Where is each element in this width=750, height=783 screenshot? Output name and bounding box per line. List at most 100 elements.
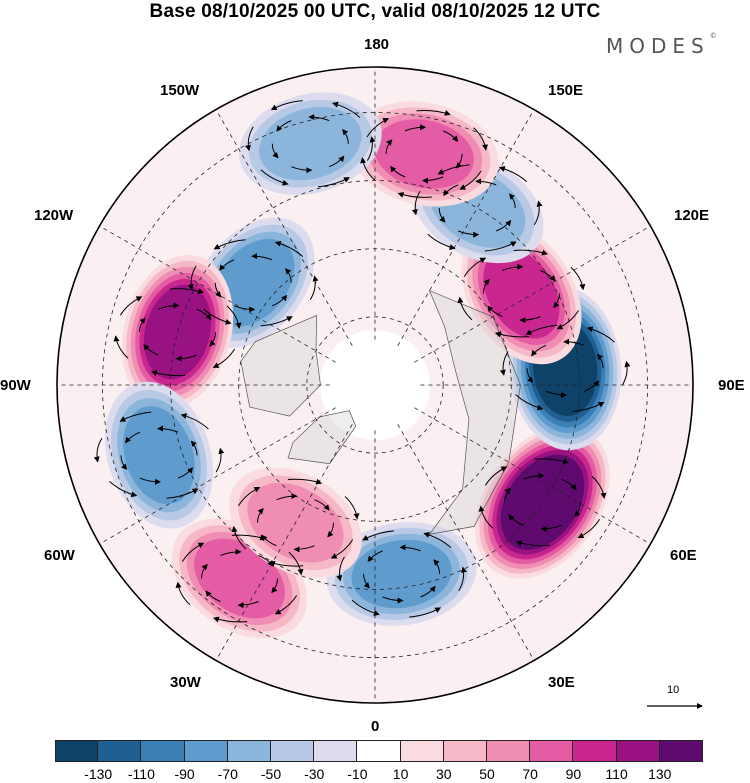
center-150e-negative-vector-1-2 [427,233,456,250]
center-160w-negative-vector-0-2 [291,166,313,174]
center-150e-negative-vector-1-5 [498,166,528,183]
center-135w-negative-vector-1-1 [260,316,293,327]
lon-label-60w: 60W [44,547,75,564]
colorbar-swatch-5 [271,740,315,762]
center-120e-positive-vector-1-1 [494,331,530,338]
center-105w-positive [121,254,234,410]
center-165e-positive-vector-0-4 [404,124,427,132]
colorbar [55,740,703,762]
center-120e-positive-vector-1-0 [556,310,579,330]
center-70w-negative-vector-0-1 [177,467,194,479]
colorbar-tick-label: -30 [304,766,325,782]
center-120e-positive-vector-0-0 [553,293,560,309]
center-105w-positive-vector-0-2 [143,344,159,356]
center-10e-negative-vector-1-5 [423,531,452,549]
center-70w-negative-vector-1-1 [166,488,199,499]
center-10e-negative-vector-1-4 [362,530,394,541]
colorbar-swatch-4 [227,740,271,762]
center-40w-positive-vector-0-4 [220,548,242,556]
center-60e-positive-vector-0-0 [574,502,581,517]
center-10e-negative-vector-1-1 [409,607,442,618]
latitude-circle-45 [170,180,580,590]
colorbar-swatch-1 [98,740,142,762]
colorbar-tick-label: -50 [260,766,282,782]
center-90e-negative-vector-1-4 [525,324,558,335]
center-105w-positive-vector-1-0 [212,348,236,368]
anomaly-shading [57,67,693,703]
center-150e-negative-vector-0-1 [496,219,512,232]
colorbar-tick-label: 110 [605,766,628,782]
center-90e-negative-vector-0-3 [526,368,534,384]
colorbar-tick-label: -70 [217,766,238,782]
center-160w-negative-level-50 [259,107,362,181]
center-40w-nearpole-positive-vector-0-1 [293,545,315,553]
lon-label-0: 0 [371,718,380,735]
coastlines [240,289,521,535]
center-165e-positive-vector-1-0 [459,170,482,190]
colorbar-tick-label: 70 [522,766,538,782]
center-40w-nearpole-positive-vector-1-1 [268,560,304,567]
center-40w-positive-vector-0-1 [237,601,259,609]
meridian-60 [414,407,651,545]
center-90e-negative-vector-1-3 [499,351,509,376]
colorbar-swatch-12 [573,740,617,762]
center-60e-positive-vector-0-5 [561,478,577,491]
center-10e-negative-vector-1-0 [458,566,467,592]
center-135w-negative-vector-0-5 [251,253,273,261]
meridian-150 [397,109,535,346]
center-160w-negative-vector-1-4 [270,100,303,111]
brand-text: MODES [606,34,710,58]
center-105w-positive-vector-0-5 [196,308,212,321]
center-150e-negative-vector-1-4 [437,164,470,175]
center-40w-nearpole-positive-vector-1-3 [237,486,261,507]
center-90e-negative-vector-0-4 [531,344,547,357]
lon-label-30e: 30E [548,674,575,691]
center-60e-positive-vector-1-0 [577,518,601,539]
center-10e-negative-level-70 [351,539,452,609]
colorbar-tick-label: 30 [436,766,452,782]
center-105w-positive-vector-1-4 [169,288,205,294]
wind-vectors [93,100,631,623]
colorbar-swatch-0 [55,740,99,762]
center-10e-negative-vector-0-0 [433,559,441,574]
center-120e-positive [461,222,582,365]
center-40w-nearpole-positive-vector-0-5 [314,499,330,511]
center-120e-positive-vector-0-4 [502,263,524,271]
colorbar-swatch-9 [443,740,487,762]
center-90e-negative-vector-1-0 [621,360,631,386]
colorbar-swatch-2 [141,740,185,762]
center-165e-positive-vector-0-5 [442,130,459,142]
lon-label-180: 180 [364,36,390,53]
center-40w-nearpole-positive-vector-1-4 [287,478,323,485]
lon-label-120w: 120W [34,207,74,224]
lon-label-120e: 120E [674,207,710,224]
meridian-300 [99,407,336,545]
center-150e-negative-vector-0-0 [508,193,516,209]
center-10e-negative-vector-1-2 [351,599,380,616]
land-outline-1 [428,289,521,535]
center-120e-positive-vector-0-5 [540,270,556,282]
colorbar-tick-label: 90 [565,766,582,782]
center-135w-negative-vector-1-4 [213,239,246,250]
center-90e-negative-vector-1-5 [586,326,615,343]
center-120e-positive-vector-0-2 [487,305,503,318]
center-40w-positive-vector-1-0 [274,595,298,615]
center-165e-positive-vector-0-3 [385,139,393,154]
center-160w-negative-vector-1-5 [332,101,361,118]
center-70w-negative-vector-1-5 [180,413,209,430]
center-165e-positive-vector-1-1 [397,192,432,198]
center-70w-negative-vector-1-0 [215,447,225,473]
center-165e-positive-vector-0-0 [455,153,463,169]
lon-label-30w: 30W [170,674,201,691]
colorbar-tick-label: -110 [127,766,155,782]
center-160w-negative-vector-0-0 [342,129,349,144]
center-10e-negative [326,522,477,626]
latitude-circle-75 [306,316,444,454]
center-105w-positive-vector-0-3 [139,317,146,333]
center-40w-nearpole-positive-vector-1-5 [344,496,360,520]
center-160w-negative-vector-0-4 [276,120,292,132]
center-160w-negative [238,92,382,196]
center-160w-negative-vector-1-0 [366,136,376,161]
center-150e-negative-vector-0-5 [475,178,497,186]
center-120e-positive-vector-0-3 [482,278,490,294]
